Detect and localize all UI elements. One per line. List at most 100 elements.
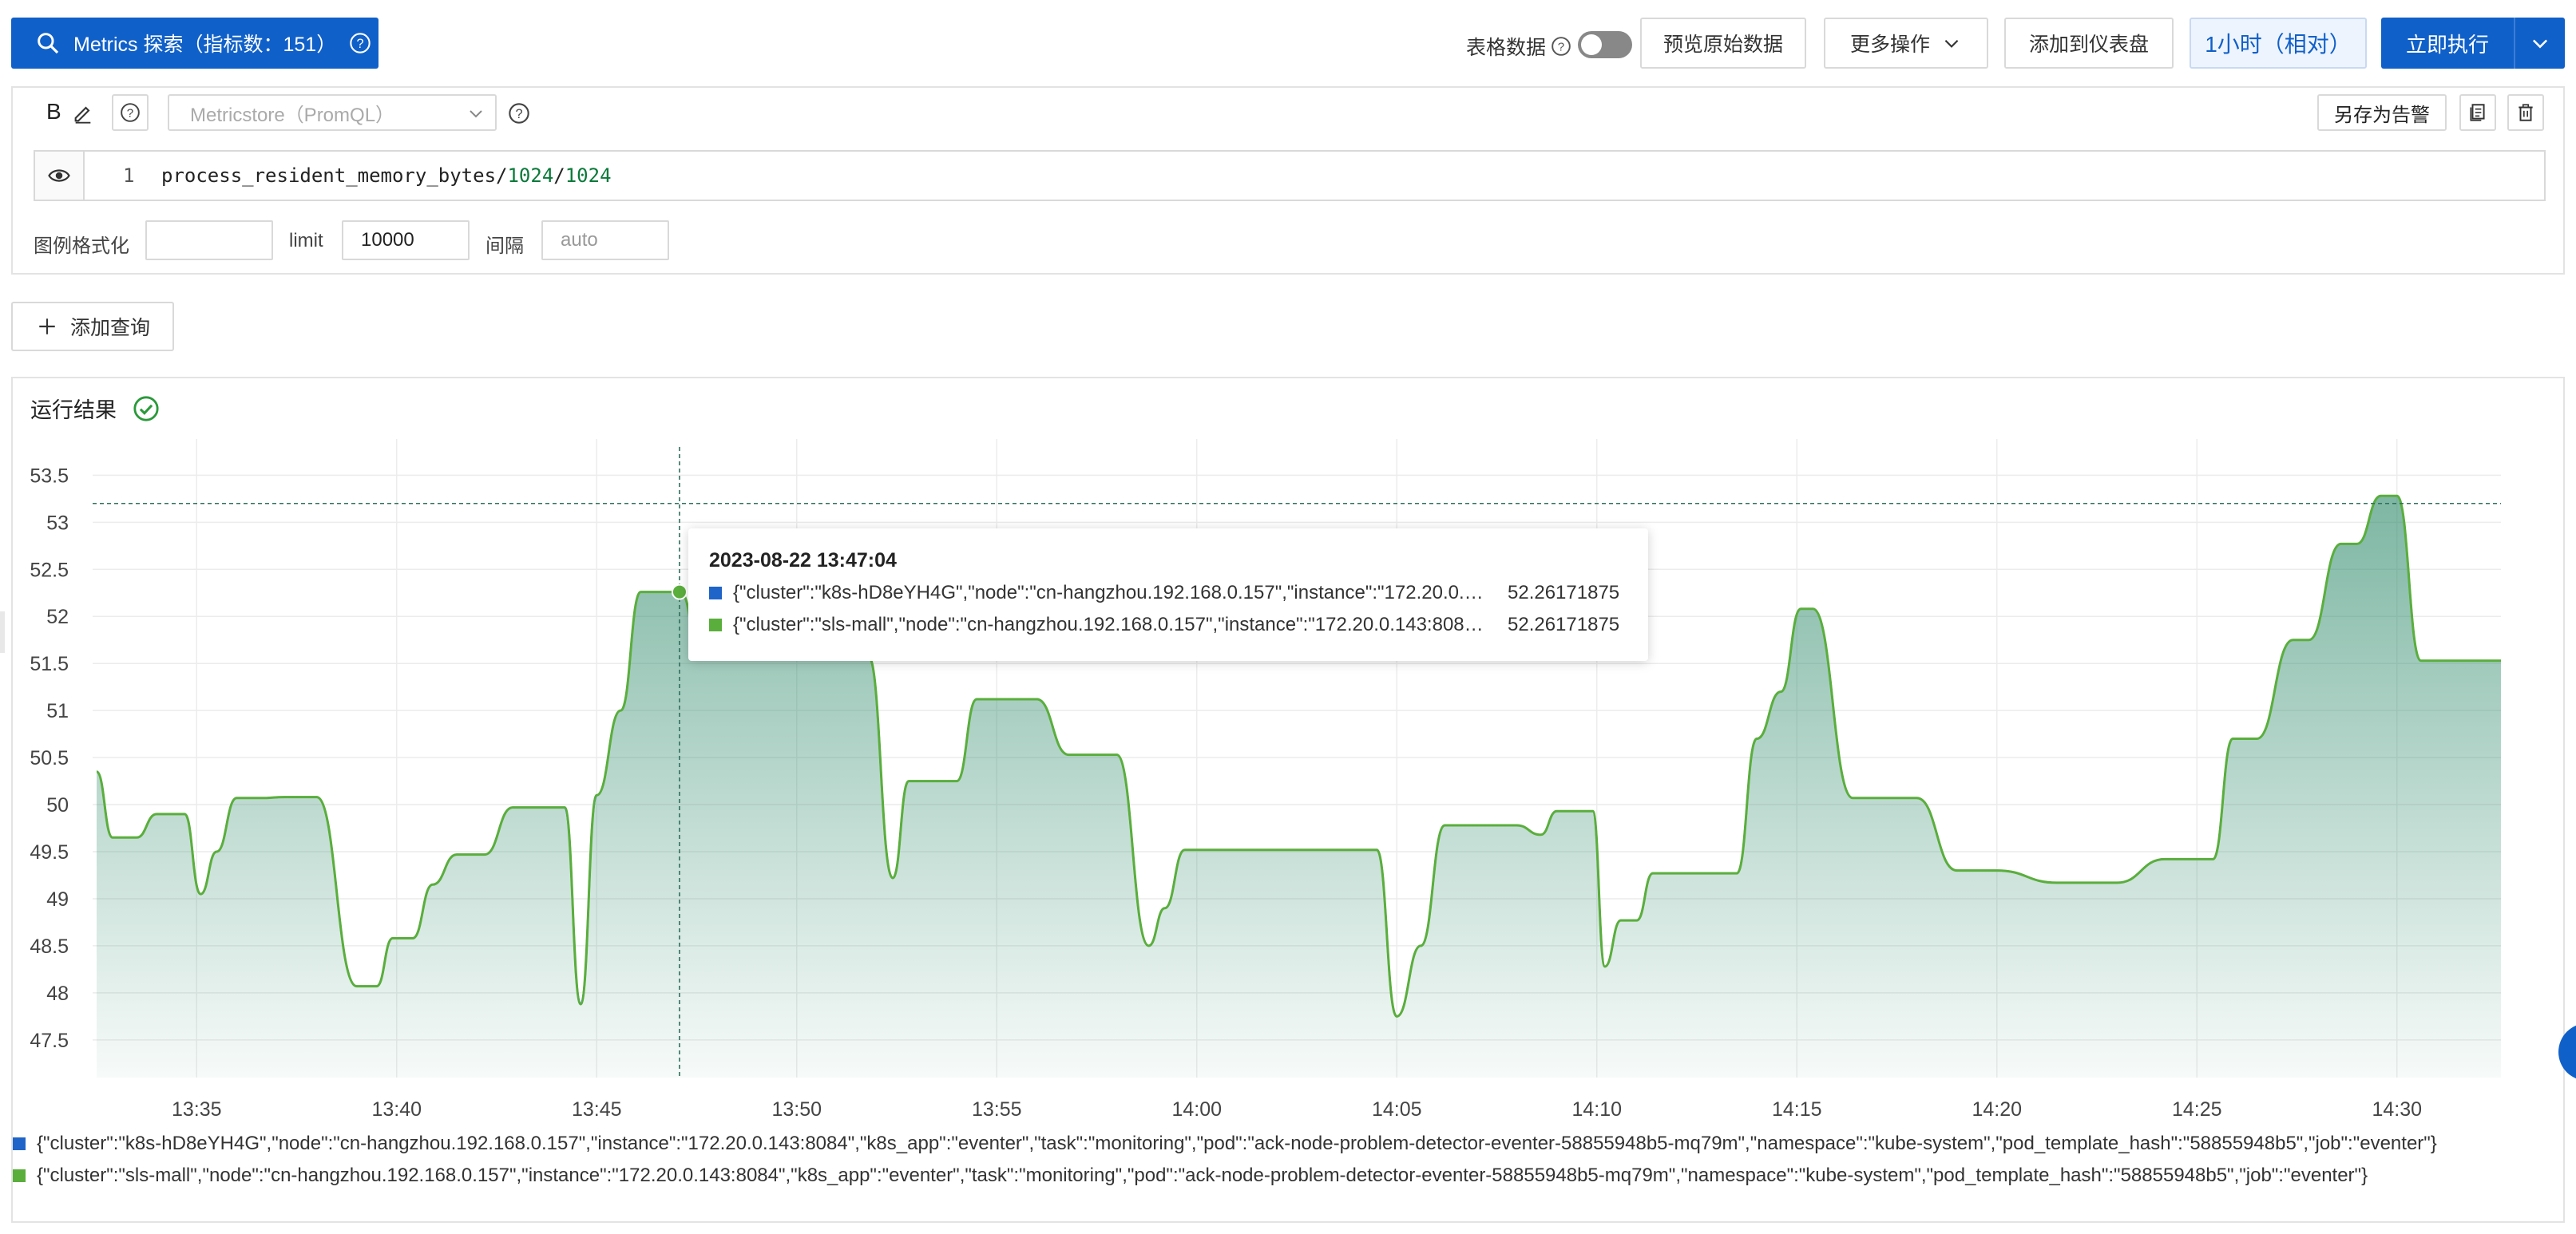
- svg-text:?: ?: [1558, 40, 1564, 53]
- metrics-explore-button[interactable]: Metrics 探索（指标数：151） ?: [11, 18, 378, 69]
- x-tick-label: 14:30: [2372, 1098, 2422, 1121]
- y-tick-label: 48.5: [30, 935, 69, 958]
- svg-text:?: ?: [357, 37, 364, 51]
- preview-raw-label: 预览原始数据: [1663, 34, 1783, 56]
- query-panel: B ? Metricstore（PromQL） ? 另存为告警 1 proces…: [11, 86, 2565, 275]
- y-tick-label: 50: [46, 794, 69, 817]
- series-area: [97, 496, 2501, 1078]
- result-title-text: 运行结果: [30, 398, 117, 422]
- copy-icon: [2470, 104, 2485, 121]
- time-range-picker[interactable]: 1小时（相对）: [2190, 18, 2367, 69]
- x-tick-label: 13:35: [172, 1098, 222, 1121]
- y-tick-label: 49.5: [30, 841, 69, 864]
- y-tick-label: 48: [46, 983, 69, 1005]
- add-to-dashboard-label: 添加到仪表盘: [2028, 34, 2149, 56]
- edit-icon[interactable]: [72, 102, 94, 125]
- query-toolbar: B ? Metricstore（PromQL） ? 另存为告警: [13, 88, 2563, 140]
- add-query-button[interactable]: 添加查询: [11, 302, 174, 351]
- svg-text:?: ?: [127, 106, 133, 120]
- legend-swatch: [13, 1169, 26, 1182]
- check-circle-icon: [133, 395, 159, 421]
- x-tick-label: 14:15: [1772, 1098, 1822, 1121]
- help-icon: ?: [121, 103, 140, 122]
- tooltip-series-label: {"cluster":"k8s-hD8eYH4G","node":"cn-han…: [733, 582, 1487, 603]
- x-tick-label: 14:10: [1571, 1098, 1622, 1121]
- x-tick-label: 13:50: [771, 1098, 822, 1121]
- result-title: 运行结果: [30, 393, 160, 424]
- tooltip-time: 2023-08-22 13:47:04: [709, 549, 897, 572]
- query-name-label: B: [46, 99, 61, 124]
- x-axis: 13:35 13:40 13:45 13:50 13:55 14:00 14:05 14:10…: [172, 1098, 2422, 1121]
- tooltip-series-label: {"cluster":"sls-mall","node":"cn-hangzho…: [733, 614, 1487, 635]
- interval-input[interactable]: auto: [541, 220, 669, 260]
- datasource-placeholder: Metricstore（PromQL）: [190, 104, 395, 126]
- help-icon[interactable]: ?: [349, 32, 371, 54]
- table-data-toggle[interactable]: [1578, 31, 1632, 58]
- expression-operator: /: [553, 164, 565, 187]
- expression-text: process_resident_memory_bytes/: [161, 164, 508, 187]
- help-icon[interactable]: ?: [1551, 36, 1571, 57]
- add-to-dashboard-button[interactable]: 添加到仪表盘: [2004, 18, 2174, 69]
- interval-label: 间隔: [485, 235, 524, 257]
- time-range-label: 1小时（相对）: [2205, 32, 2352, 57]
- limit-input[interactable]: 10000: [342, 220, 470, 260]
- toggle-visibility-button[interactable]: [35, 152, 85, 200]
- save-as-alert-button[interactable]: 另存为告警: [2317, 94, 2447, 131]
- legend-item[interactable]: {"cluster":"k8s-hD8eYH4G","node":"cn-han…: [13, 1130, 2528, 1157]
- tooltip-row: {"cluster":"sls-mall","node":"cn-hangzho…: [709, 613, 1627, 637]
- legend-label: {"cluster":"sls-mall","node":"cn-hangzho…: [37, 1165, 2368, 1186]
- legend-format-label: 图例格式化: [34, 235, 129, 257]
- copy-query-button[interactable]: [2459, 94, 2496, 131]
- y-tick-label: 47.5: [30, 1030, 69, 1052]
- series-line-sls-mall[interactable]: [95, 494, 2501, 1018]
- table-data-label: 表格数据 ?: [1466, 32, 1571, 61]
- run-now-label: 立即执行: [2405, 32, 2489, 57]
- delete-query-button[interactable]: [2507, 94, 2544, 131]
- y-tick-label: 50.5: [30, 747, 69, 769]
- query-help-button[interactable]: ?: [112, 94, 149, 131]
- y-tick-label: 53: [46, 512, 69, 534]
- run-now-button[interactable]: 立即执行: [2381, 18, 2565, 69]
- side-collapse-handle[interactable]: [0, 611, 5, 653]
- chevron-down-icon: [1944, 39, 1959, 48]
- legend-swatch: [709, 587, 722, 599]
- line-number: 1: [123, 164, 135, 187]
- help-icon[interactable]: ?: [508, 102, 530, 125]
- legend-label: {"cluster":"k8s-hD8eYH4G","node":"cn-han…: [37, 1133, 2437, 1154]
- x-tick-label: 13:45: [572, 1098, 622, 1121]
- expression-number: 1024: [507, 164, 554, 187]
- save-as-alert-label: 另存为告警: [2334, 104, 2430, 126]
- chart-tooltip: 2023-08-22 13:47:04 {"cluster":"k8s-hD8e…: [688, 528, 1648, 661]
- y-tick-label: 51.5: [30, 653, 69, 675]
- plus-icon: [39, 318, 55, 334]
- query-editor[interactable]: 1 process_resident_memory_bytes/1024/102…: [34, 150, 2546, 201]
- preview-raw-data-button[interactable]: 预览原始数据: [1640, 18, 1806, 69]
- x-tick-label: 13:40: [371, 1098, 422, 1121]
- metrics-explore-label: Metrics 探索（指标数：151）: [73, 34, 337, 56]
- datasource-select[interactable]: Metricstore（PromQL）: [168, 94, 497, 131]
- query-expression[interactable]: process_resident_memory_bytes/1024/1024: [161, 164, 612, 187]
- table-data-text: 表格数据: [1466, 37, 1547, 59]
- y-axis: 47.5 48 48.5 49 49.5 50 50.5 51 51.5 52 52.5 53 53.5: [30, 465, 69, 1051]
- query-options: 图例格式化 limit 10000 间隔 auto: [13, 220, 2563, 260]
- y-tick-label: 49: [46, 888, 69, 911]
- run-options-dropdown[interactable]: [2515, 32, 2565, 54]
- legend-item[interactable]: {"cluster":"sls-mall","node":"cn-hangzho…: [13, 1162, 2528, 1189]
- chevron-down-icon: [470, 110, 482, 118]
- y-tick-label: 53.5: [30, 465, 69, 487]
- x-tick-label: 14:20: [1972, 1098, 2022, 1121]
- search-icon: [38, 33, 59, 54]
- floating-assistant-button[interactable]: [2558, 1023, 2576, 1081]
- legend-format-input[interactable]: [145, 220, 273, 260]
- more-actions-label: 更多操作: [1849, 34, 1930, 56]
- add-query-label: 添加查询: [70, 317, 151, 339]
- tooltip-row: {"cluster":"k8s-hD8eYH4G","node":"cn-han…: [709, 581, 1627, 605]
- eye-icon: [48, 169, 70, 182]
- trash-icon: [2519, 104, 2533, 121]
- y-tick-label: 52: [46, 606, 69, 628]
- more-actions-button[interactable]: 更多操作: [1824, 18, 1988, 69]
- x-tick-label: 13:55: [972, 1098, 1022, 1121]
- y-tick-label: 52.5: [30, 559, 69, 581]
- tooltip-series-value: 52.26171875: [1508, 614, 1620, 635]
